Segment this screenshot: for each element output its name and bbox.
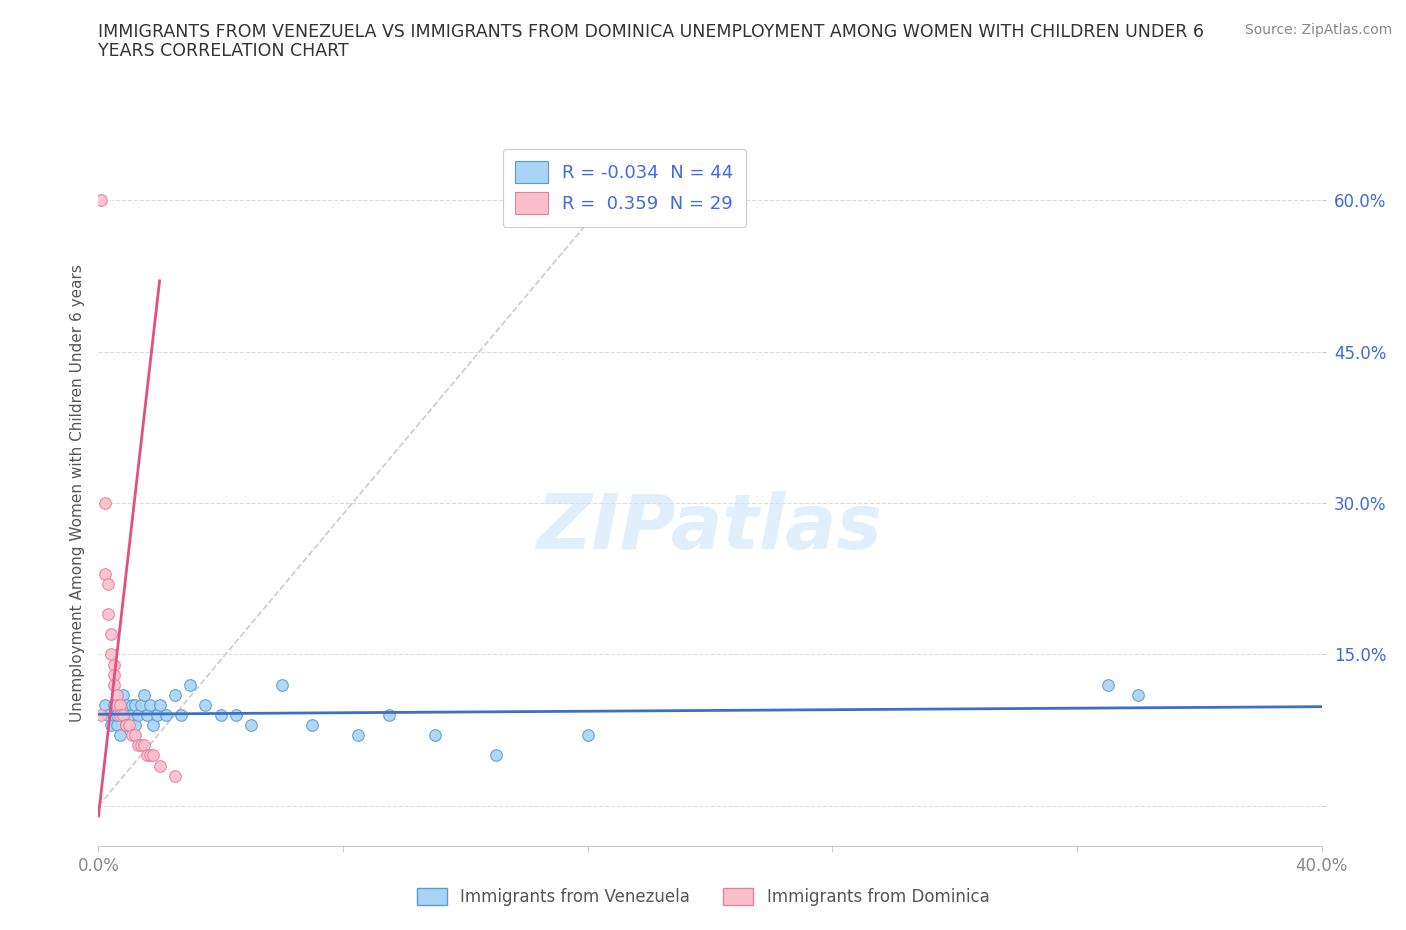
Point xyxy=(129,737,152,752)
Point xyxy=(136,708,159,723)
Point xyxy=(90,193,112,207)
Point xyxy=(118,718,141,733)
Point xyxy=(103,667,125,682)
Text: Source: ZipAtlas.com: Source: ZipAtlas.com xyxy=(1244,23,1392,37)
Point xyxy=(100,627,122,642)
Point xyxy=(129,698,152,712)
Point xyxy=(118,708,141,723)
Y-axis label: Unemployment Among Women with Children Under 6 years: Unemployment Among Women with Children U… xyxy=(69,264,84,722)
Text: YEARS CORRELATION CHART: YEARS CORRELATION CHART xyxy=(98,42,349,60)
Point xyxy=(103,708,125,723)
Point xyxy=(134,737,156,752)
Point xyxy=(127,737,149,752)
Point xyxy=(105,687,128,702)
Point xyxy=(194,698,217,712)
Point xyxy=(270,677,292,692)
Point xyxy=(115,718,138,733)
Point xyxy=(576,728,599,743)
Point xyxy=(485,748,508,763)
Point xyxy=(108,728,131,743)
Point xyxy=(111,708,134,723)
Point xyxy=(124,718,146,733)
Text: ZIPatlas: ZIPatlas xyxy=(537,491,883,565)
Point xyxy=(93,698,115,712)
Point xyxy=(108,708,131,723)
Point xyxy=(347,728,370,743)
Point xyxy=(124,698,146,712)
Point xyxy=(103,658,125,672)
Point xyxy=(240,718,263,733)
Point xyxy=(111,708,134,723)
Point xyxy=(103,677,125,692)
Point xyxy=(179,677,201,692)
Point xyxy=(105,698,128,712)
Point xyxy=(105,708,128,723)
Point xyxy=(100,647,122,662)
Point xyxy=(142,748,165,763)
Point xyxy=(90,708,112,723)
Point xyxy=(105,718,128,733)
Point xyxy=(378,708,401,723)
Point xyxy=(1128,687,1150,702)
Point xyxy=(149,698,172,712)
Point xyxy=(1097,677,1119,692)
Point xyxy=(145,708,167,723)
Point xyxy=(115,698,138,712)
Text: IMMIGRANTS FROM VENEZUELA VS IMMIGRANTS FROM DOMINICA UNEMPLOYMENT AMONG WOMEN W: IMMIGRANTS FROM VENEZUELA VS IMMIGRANTS … xyxy=(98,23,1205,41)
Point xyxy=(136,748,159,763)
Point xyxy=(97,577,120,591)
Point xyxy=(121,698,143,712)
Point xyxy=(209,708,232,723)
Point xyxy=(142,718,165,733)
Point xyxy=(111,687,134,702)
Point xyxy=(301,718,323,733)
Point xyxy=(155,708,177,723)
Point xyxy=(139,698,162,712)
Point xyxy=(115,718,138,733)
Point xyxy=(423,728,446,743)
Point xyxy=(121,728,143,743)
Point xyxy=(139,748,162,763)
Point xyxy=(93,566,115,581)
Point xyxy=(149,758,172,773)
Point xyxy=(170,708,193,723)
Point xyxy=(134,687,156,702)
Point xyxy=(225,708,247,723)
Point xyxy=(93,496,115,511)
Point xyxy=(103,698,125,712)
Point xyxy=(163,687,186,702)
Point xyxy=(108,698,131,712)
Legend: R = -0.034  N = 44, R =  0.359  N = 29: R = -0.034 N = 44, R = 0.359 N = 29 xyxy=(503,149,747,227)
Point xyxy=(115,718,138,733)
Point xyxy=(108,698,131,712)
Point xyxy=(163,768,186,783)
Point xyxy=(127,708,149,723)
Point xyxy=(100,718,122,733)
Point xyxy=(97,708,120,723)
Legend: Immigrants from Venezuela, Immigrants from Dominica: Immigrants from Venezuela, Immigrants fr… xyxy=(411,881,995,912)
Point xyxy=(121,708,143,723)
Point xyxy=(118,718,141,733)
Point xyxy=(124,728,146,743)
Point xyxy=(97,606,120,621)
